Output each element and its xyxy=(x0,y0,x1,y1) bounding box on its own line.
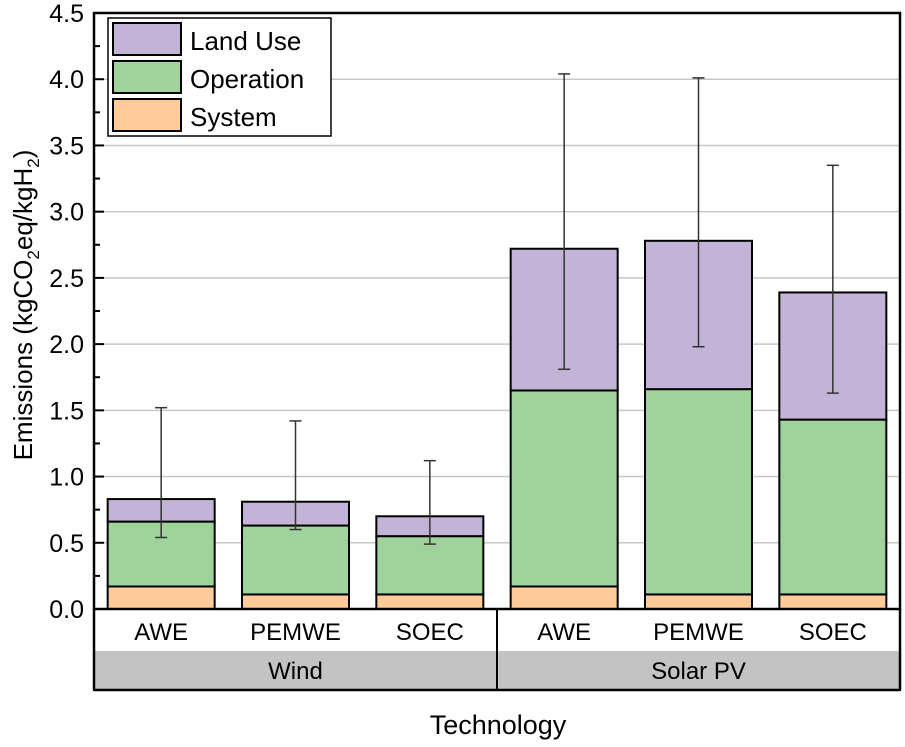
legend-swatch-operation xyxy=(112,60,182,94)
x-tick-label: PEMWE xyxy=(653,619,744,646)
y-tick-label: 0.0 xyxy=(49,596,84,624)
x-axis-label: Technology xyxy=(430,710,567,740)
group-label: Solar PV xyxy=(651,658,746,685)
bar-segment-operation xyxy=(778,418,888,596)
bar-segment-operation xyxy=(644,388,753,596)
y-tick-label: 3.0 xyxy=(49,199,84,227)
bar-segment-operation xyxy=(375,535,485,596)
y-tick-label: 0.5 xyxy=(49,530,84,558)
bar-segment-operation xyxy=(509,389,619,588)
x-tick-label: SOEC xyxy=(799,619,867,646)
bar-segment-system xyxy=(509,585,619,610)
bar-segment-system xyxy=(778,593,888,610)
x-tick-label: AWE xyxy=(537,619,591,646)
legend-swatch-system xyxy=(112,98,182,132)
x-tick-label: SOEC xyxy=(396,619,464,646)
y-tick-label: 2.0 xyxy=(49,331,84,359)
bar-segment-system xyxy=(106,585,216,610)
bars xyxy=(106,239,888,610)
group-label: Wind xyxy=(268,658,323,685)
gridlines xyxy=(94,78,900,544)
y-axis: 0.0 0.5 1.0 1.5 2.0 2.5 3.0 3.5 4.0 4.5 xyxy=(49,0,104,624)
y-tick-label: 1.5 xyxy=(49,397,84,425)
bar-segment-system xyxy=(241,593,350,610)
y-tick-label: 4.5 xyxy=(49,0,84,28)
plot-frame xyxy=(92,11,902,611)
error-bars xyxy=(155,73,839,545)
bar-segment-operation xyxy=(241,524,350,596)
legend-swatch-land-use xyxy=(112,22,182,56)
y-tick-label: 1.0 xyxy=(49,464,84,492)
y-tick-label: 4.0 xyxy=(49,66,84,94)
category-axis: AWE PEMWE SOEC AWE PEMWE SOEC Wind Solar PV xyxy=(92,608,902,692)
legend-label-operation: Operation xyxy=(190,64,304,94)
x-tick-label: PEMWE xyxy=(250,619,341,646)
y-tick-label: 3.5 xyxy=(49,132,84,160)
bar-segment-system xyxy=(644,593,753,610)
y-axis-label: Emissions (kgCO2eq/kgH2) xyxy=(8,150,43,461)
legend-label-system: System xyxy=(190,102,277,132)
legend: Land Use Operation System xyxy=(107,17,332,137)
y-tick-label: 2.5 xyxy=(49,265,84,293)
bar-segment-system xyxy=(375,593,485,610)
legend-label-land-use: Land Use xyxy=(190,26,301,56)
x-tick-label: AWE xyxy=(134,619,188,646)
